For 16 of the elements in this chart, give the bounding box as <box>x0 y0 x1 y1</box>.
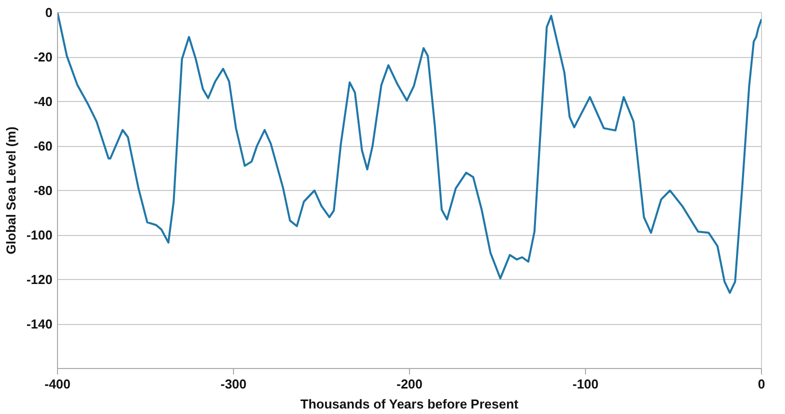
y-tick-label: -20 <box>34 50 53 64</box>
x-tick-label: -300 <box>220 376 247 392</box>
line-series <box>58 12 762 294</box>
x-tick-label: -400 <box>44 376 71 392</box>
x-axis-title: Thousands of Years before Present <box>300 396 520 412</box>
x-tick-label: -200 <box>396 376 423 392</box>
x-tick-label: 0 <box>758 376 766 392</box>
y-tick-label: -60 <box>34 138 53 154</box>
y-tick-label: -80 <box>34 183 53 198</box>
y-tick-label: -40 <box>34 94 53 109</box>
y-tick-label: 0 <box>45 5 53 20</box>
y-tick-label: -120 <box>26 272 53 287</box>
y-tick-label: -140 <box>26 316 53 332</box>
x-tick-label: -100 <box>572 376 599 392</box>
y-axis-title: Global Sea Level (m) <box>3 126 18 254</box>
y-tick-label: -100 <box>26 228 53 242</box>
